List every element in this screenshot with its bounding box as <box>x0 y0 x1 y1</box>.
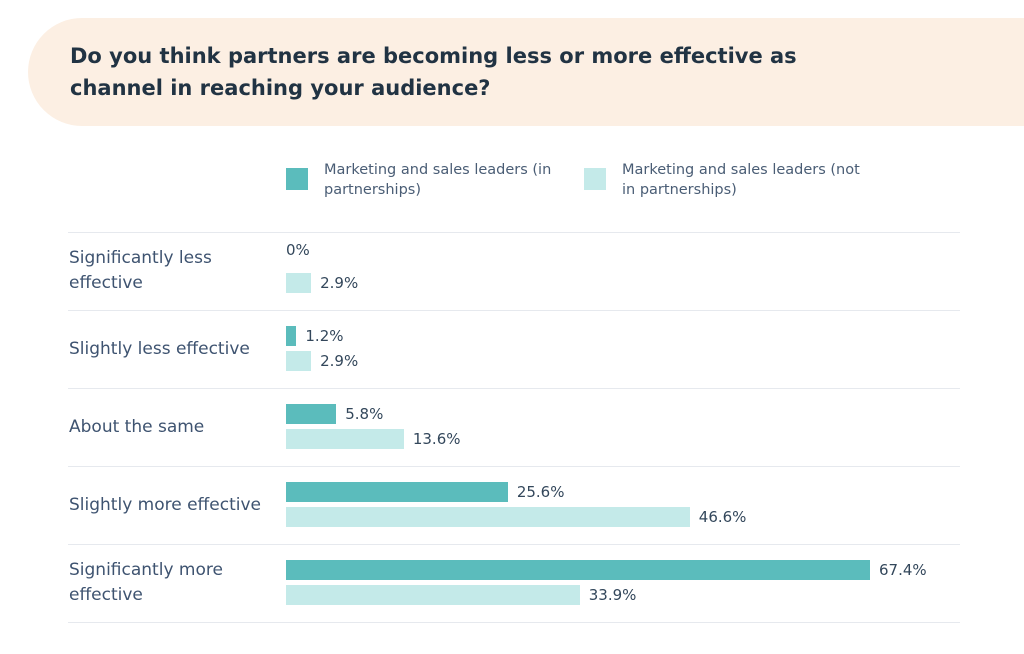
row-separator <box>68 232 960 233</box>
category-label: Significantly more effective <box>69 560 223 605</box>
value-label: 2.9% <box>320 352 359 370</box>
value-label: 0% <box>286 241 310 259</box>
category-label: About the same <box>69 416 205 437</box>
legend-swatch <box>286 168 308 190</box>
row-separator <box>68 310 960 311</box>
row-separator <box>68 388 960 389</box>
legend-label: Marketing and sales leaders (in partners… <box>324 162 552 198</box>
row-separator <box>68 622 960 623</box>
value-label: 2.9% <box>320 274 359 292</box>
value-label: 67.4% <box>879 561 927 579</box>
bar <box>286 273 312 293</box>
bar <box>286 429 404 449</box>
category-label: Significantly less effective <box>69 248 212 293</box>
value-label: 1.2% <box>305 327 344 345</box>
value-label: 33.9% <box>588 586 637 604</box>
category-label: Slightly more effective <box>69 494 261 515</box>
chart-title: Do you think partners are becoming less … <box>70 44 797 100</box>
value-label: 46.6% <box>698 508 747 526</box>
title-banner <box>28 18 1024 126</box>
bar <box>286 482 508 502</box>
bar <box>286 560 871 580</box>
bar <box>286 326 297 346</box>
value-label: 25.6% <box>516 483 565 501</box>
bar <box>286 585 580 605</box>
bar <box>286 507 690 527</box>
legend-swatch <box>584 168 606 190</box>
bar <box>286 351 312 371</box>
category-label: Slightly less effective <box>69 338 250 359</box>
row-separator <box>68 466 960 467</box>
legend-label: Marketing and sales leaders (not in part… <box>622 162 860 198</box>
value-label: 5.8% <box>345 405 384 423</box>
value-label: 13.6% <box>412 430 461 448</box>
row-separator <box>68 544 960 545</box>
bar <box>286 404 337 424</box>
